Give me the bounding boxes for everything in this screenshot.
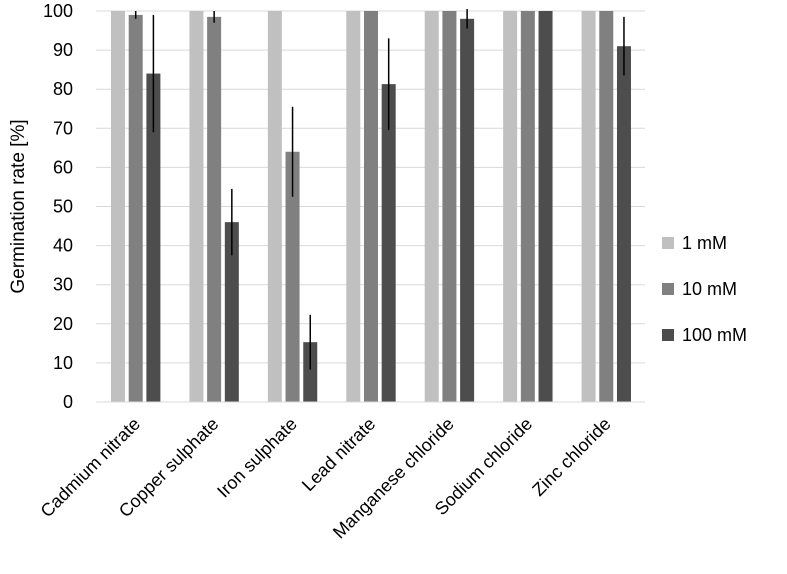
y-tick-label: 100 — [43, 1, 73, 21]
y-tick-label: 10 — [53, 353, 73, 373]
legend-label: 100 mM — [682, 325, 747, 345]
bar — [424, 11, 439, 402]
y-tick-label: 0 — [63, 392, 73, 412]
legend: 1 mM 10 mM 100 mM — [662, 233, 747, 345]
bar — [520, 11, 535, 402]
legend-swatch — [662, 283, 674, 295]
bar — [224, 222, 239, 402]
y-tick-label: 70 — [53, 118, 73, 138]
bar — [303, 342, 318, 402]
bar — [207, 16, 222, 403]
legend-label: 1 mM — [682, 233, 727, 253]
bar — [346, 11, 361, 402]
x-tick-label: Iron sulphate — [213, 414, 301, 502]
bar — [285, 151, 300, 402]
bar — [442, 11, 457, 402]
bar — [267, 11, 282, 402]
error-bars — [134, 9, 625, 370]
bar — [460, 18, 475, 402]
bar — [146, 73, 161, 402]
bar — [538, 11, 553, 402]
legend-swatch — [662, 237, 674, 249]
bar — [599, 11, 614, 402]
y-tick-label: 90 — [53, 40, 73, 60]
y-tick-label: 40 — [53, 236, 73, 256]
bar — [381, 84, 396, 402]
y-tick-label: 50 — [53, 197, 73, 217]
y-axis-ticks: 0 10 20 30 40 50 60 70 80 90 100 — [43, 1, 73, 412]
bars — [111, 11, 631, 403]
bar — [189, 11, 204, 402]
bar — [128, 14, 143, 402]
bar — [616, 46, 631, 402]
y-tick-label: 20 — [53, 314, 73, 334]
legend-swatch — [662, 329, 674, 341]
legend-label: 10 mM — [682, 279, 737, 299]
x-tick-label: Zinc chloride — [528, 414, 614, 500]
y-tick-label: 60 — [53, 157, 73, 177]
bar — [581, 11, 596, 402]
y-axis-title: Germination rate [%] — [8, 119, 29, 293]
y-tick-label: 80 — [53, 79, 73, 99]
y-tick-label: 30 — [53, 275, 73, 295]
bar — [363, 11, 378, 402]
bar — [503, 11, 518, 402]
bar — [111, 11, 125, 402]
x-tick-label: Lead nitrate — [298, 414, 379, 495]
